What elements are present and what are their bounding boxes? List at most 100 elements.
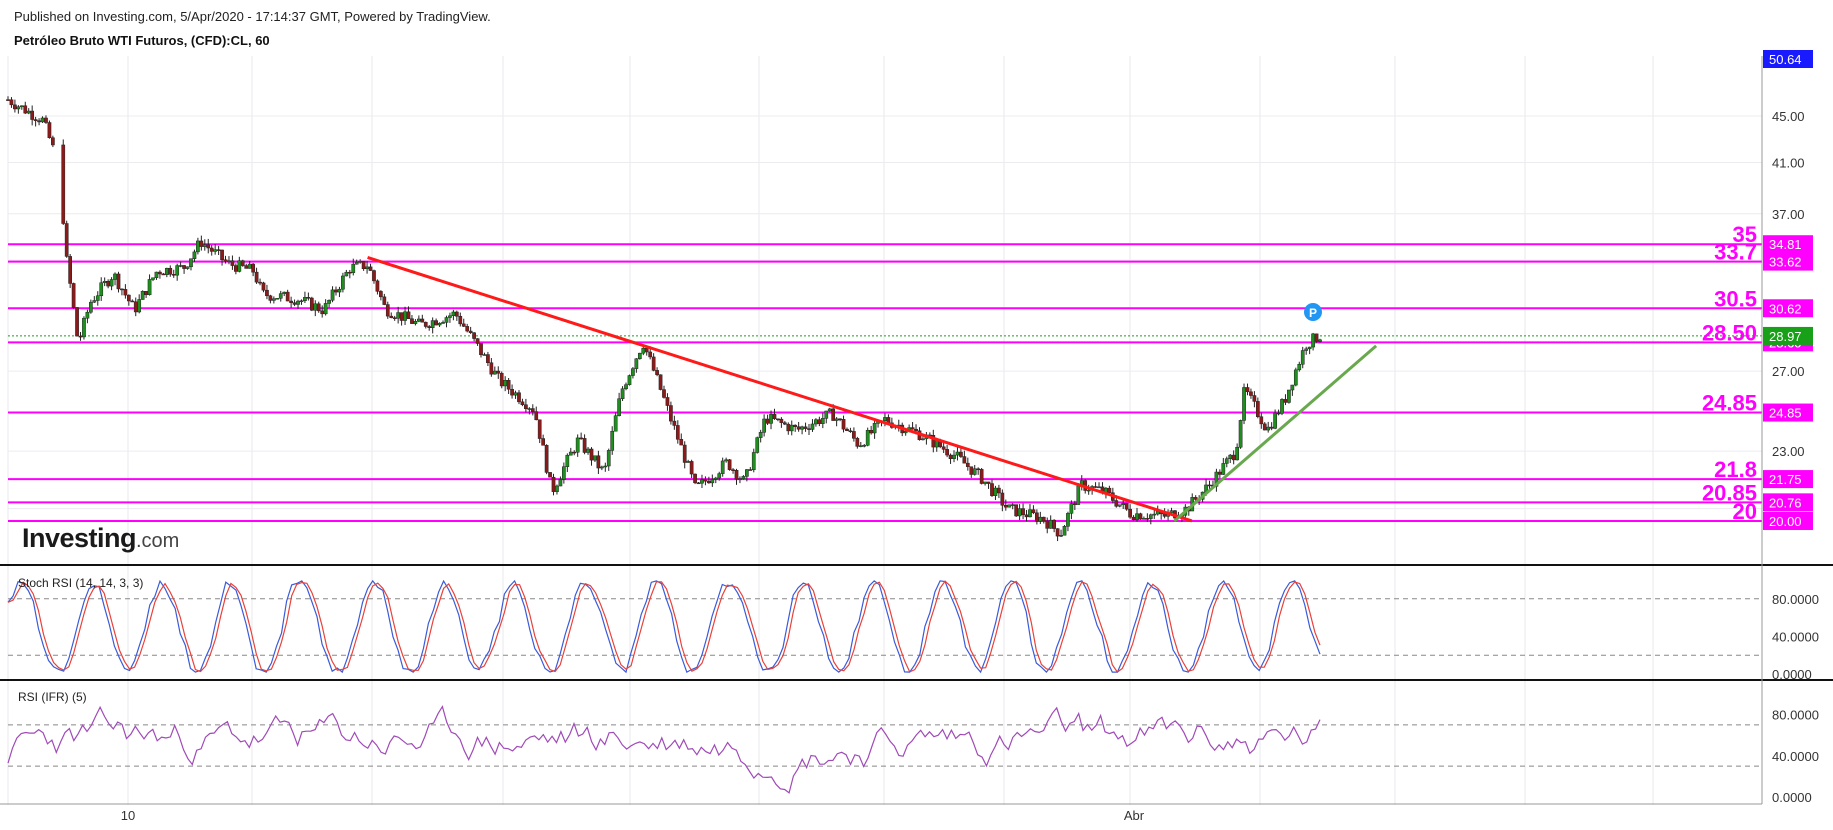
candle-body [89,301,93,313]
candle-body [858,445,863,447]
candle-body [1249,391,1253,396]
candle-body [399,312,404,321]
candle-body [731,469,735,471]
candle-body [803,426,808,429]
candle-body [458,315,463,325]
stoch-d-line [7,580,1321,673]
candle-body [95,295,100,301]
candle-body [589,448,594,461]
candle-body [786,423,791,432]
candle-body [1055,528,1060,537]
candle-body [520,401,525,405]
candle-body [710,479,715,484]
candle-body [1138,513,1143,520]
candle-body [582,438,587,453]
candle-body [1252,395,1257,402]
candle-body [1259,416,1264,425]
candle-body [175,265,180,276]
trendlines: P [367,256,1378,523]
candle-body [23,105,28,114]
candle-body [637,352,642,359]
candle-body [814,419,818,425]
time-tick-label: 10 [121,808,135,823]
candle-body [1035,512,1039,522]
candle-body [444,317,449,323]
candle-body [1287,389,1291,403]
candle-body [151,277,155,280]
candle-body [948,454,953,459]
candle-body [189,258,193,268]
candle-body [1117,504,1122,507]
candle-body [16,106,21,110]
candle-body [910,427,915,430]
candle-body [727,459,732,470]
stoch-k-line [7,579,1321,674]
candle-body [579,437,583,440]
candle-body [254,271,259,283]
stoch-rsi-panel: Stoch RSI (14, 14, 3, 3) 80.0000 40.0000 0.… [7,576,1819,682]
candle-body [85,311,90,319]
level-badge-bg [1763,493,1813,512]
candle-body [51,137,55,146]
candle-body [852,431,856,439]
candle-body [82,317,86,338]
candle-body [1207,484,1212,487]
candle-body [303,297,307,301]
candle-body [361,261,366,270]
price-axis: 45.00 41.00 37.00 27.00 23.00 10 Abr 50.64 34.81… [0,50,1833,823]
candle-body [206,244,211,249]
candle-body [1290,384,1295,391]
candle-body [482,354,487,356]
candle-body [724,459,728,462]
candle-body [448,315,452,318]
candle-body [389,315,394,318]
candle-body [613,415,618,432]
candle-body [755,437,760,453]
candle-body [883,417,887,421]
candle-body [758,432,763,438]
candle-body [1242,387,1246,421]
candle-body [251,263,255,273]
candle-body [161,273,166,276]
candle-body [330,289,335,301]
candle-body [696,482,701,485]
candle-body [202,244,207,247]
candle-body [454,311,459,317]
candle-body [955,451,960,456]
candle-body [631,368,635,376]
candle-body [285,291,290,302]
candle-body [741,476,746,480]
investing-logo: Investing .com [22,523,179,553]
candle-body [969,466,974,475]
candle-body [1245,387,1250,393]
candle-body [113,273,117,280]
candle-body [144,291,148,295]
level-badge: 24.85 [1769,406,1802,421]
candle-body [61,144,66,224]
candle-body [258,281,262,284]
candle-body [617,398,621,416]
level-badge-bg [1763,403,1813,422]
candle-body [154,271,159,279]
candle-body [472,332,476,339]
candle-body [292,302,297,305]
candle-body [275,298,280,300]
candle-body [527,408,532,410]
candle-body [64,223,69,257]
candle-body [772,414,777,420]
candle-body [990,483,994,496]
candle-body [1193,497,1198,500]
candle-body [116,273,121,290]
candle-body [555,485,559,492]
candle-body [240,260,245,266]
candle-body [299,300,304,302]
candle-body [19,105,24,108]
price-tick-label: 23.00 [1772,444,1805,459]
candle-body [316,303,321,312]
candle-body [537,419,542,439]
candle-body [1024,514,1029,518]
candle-body [209,247,214,252]
candle-body [358,261,363,263]
candle-body [541,438,546,446]
